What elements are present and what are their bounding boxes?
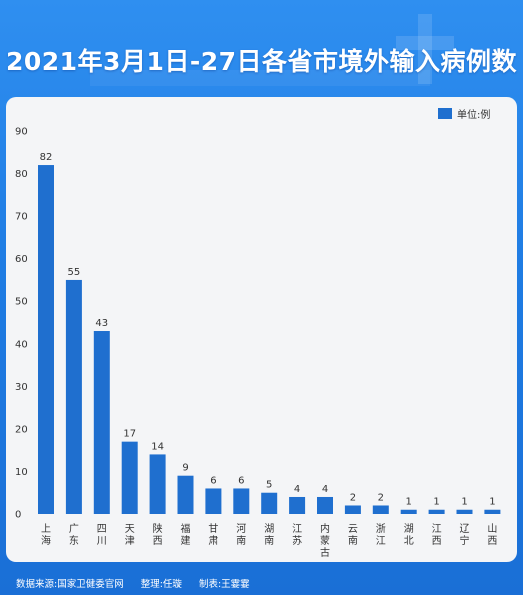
x-tick-label: 江西 — [432, 523, 442, 547]
bar-value-label: 1 — [406, 497, 412, 508]
footer-credits: 数据来源:国家卫健委官网 整理:任璇 制表:王霎霎 — [16, 576, 264, 590]
x-tick-label: 辽宁 — [460, 523, 470, 547]
bar-8 — [233, 488, 250, 514]
bar-value-label: 6 — [210, 475, 216, 486]
bar-7 — [205, 488, 222, 514]
bar-value-label: 17 — [123, 429, 136, 440]
x-tick-label: 陕西 — [153, 522, 163, 547]
y-tick-label: 50 — [15, 297, 28, 308]
bar-10 — [289, 496, 306, 514]
x-tick-label: 天津 — [125, 524, 135, 547]
bar-11 — [317, 496, 333, 514]
data-source: 数据来源:国家卫健委官网 — [16, 579, 124, 590]
bar-3 — [93, 331, 110, 514]
x-tick-label: 上海 — [41, 523, 51, 547]
bar-value-label: 82 — [40, 152, 53, 163]
x-tick-label: 江苏 — [292, 523, 302, 547]
x-tick-label: 浙江 — [376, 523, 386, 547]
chart-panel — [6, 97, 517, 562]
decorative-cross-horizontal — [396, 36, 454, 50]
y-tick-label: 90 — [15, 127, 28, 138]
x-tick-label: 四川 — [97, 524, 107, 547]
bar-2 — [65, 279, 82, 514]
x-tick-label: 湖南 — [264, 523, 274, 547]
bar-value-label: 55 — [68, 267, 81, 278]
legend-label: 单位:例 — [457, 109, 491, 121]
bar-13 — [372, 505, 389, 514]
bar-value-label: 6 — [238, 475, 244, 486]
chart-title: 2021年3月1日-27日各省市境外输入病例数 — [5, 47, 518, 76]
decorative-band — [90, 70, 430, 86]
bar-value-label: 43 — [95, 318, 108, 329]
bar-15 — [428, 509, 445, 514]
legend-swatch — [438, 107, 452, 119]
x-tick-label: 广东 — [69, 523, 79, 547]
bar-value-label: 4 — [322, 484, 328, 495]
x-tick-label: 山西 — [487, 523, 497, 547]
bar-16 — [456, 509, 473, 514]
bar-value-label: 1 — [489, 497, 495, 508]
x-tick-label: 内蒙古 — [320, 522, 330, 559]
y-tick-label: 30 — [15, 382, 28, 393]
bar-1 — [38, 165, 54, 515]
bar-value-label: 2 — [350, 492, 356, 503]
bar-6 — [177, 475, 194, 514]
y-tick-label: 70 — [15, 212, 28, 223]
bar-14 — [400, 509, 417, 514]
x-tick-label: 河南 — [236, 523, 246, 547]
y-tick-label: 20 — [15, 424, 28, 435]
legend: 单位:例 — [438, 105, 490, 121]
bar-12 — [344, 505, 361, 514]
bar-5 — [149, 454, 166, 514]
y-tick-label: 10 — [15, 467, 28, 478]
bar-value-label: 5 — [266, 480, 272, 491]
bar-9 — [261, 492, 278, 514]
editor-credit: 整理:任璇 — [140, 579, 182, 590]
maker-credit: 制表:王霎霎 — [198, 579, 250, 590]
y-tick-label: 60 — [15, 254, 28, 265]
bar-value-label: 2 — [378, 492, 384, 503]
bar-4 — [121, 441, 138, 514]
y-tick-label: 40 — [15, 339, 28, 350]
decorative-cross-vertical — [418, 14, 432, 84]
x-tick-label: 湖北 — [404, 523, 414, 547]
y-tick-label: 0 — [15, 510, 21, 521]
bar-value-label: 4 — [294, 484, 300, 495]
bar-17 — [484, 509, 501, 514]
y-tick-label: 80 — [15, 169, 28, 180]
bar-value-label: 1 — [461, 497, 467, 508]
bar-value-label: 9 — [182, 463, 188, 474]
x-tick-label: 云南 — [348, 524, 358, 547]
bar-value-label: 1 — [433, 497, 439, 508]
bar-value-label: 14 — [151, 441, 164, 452]
x-tick-label: 福建 — [181, 522, 191, 547]
x-tick-label: 甘肃 — [208, 522, 218, 547]
